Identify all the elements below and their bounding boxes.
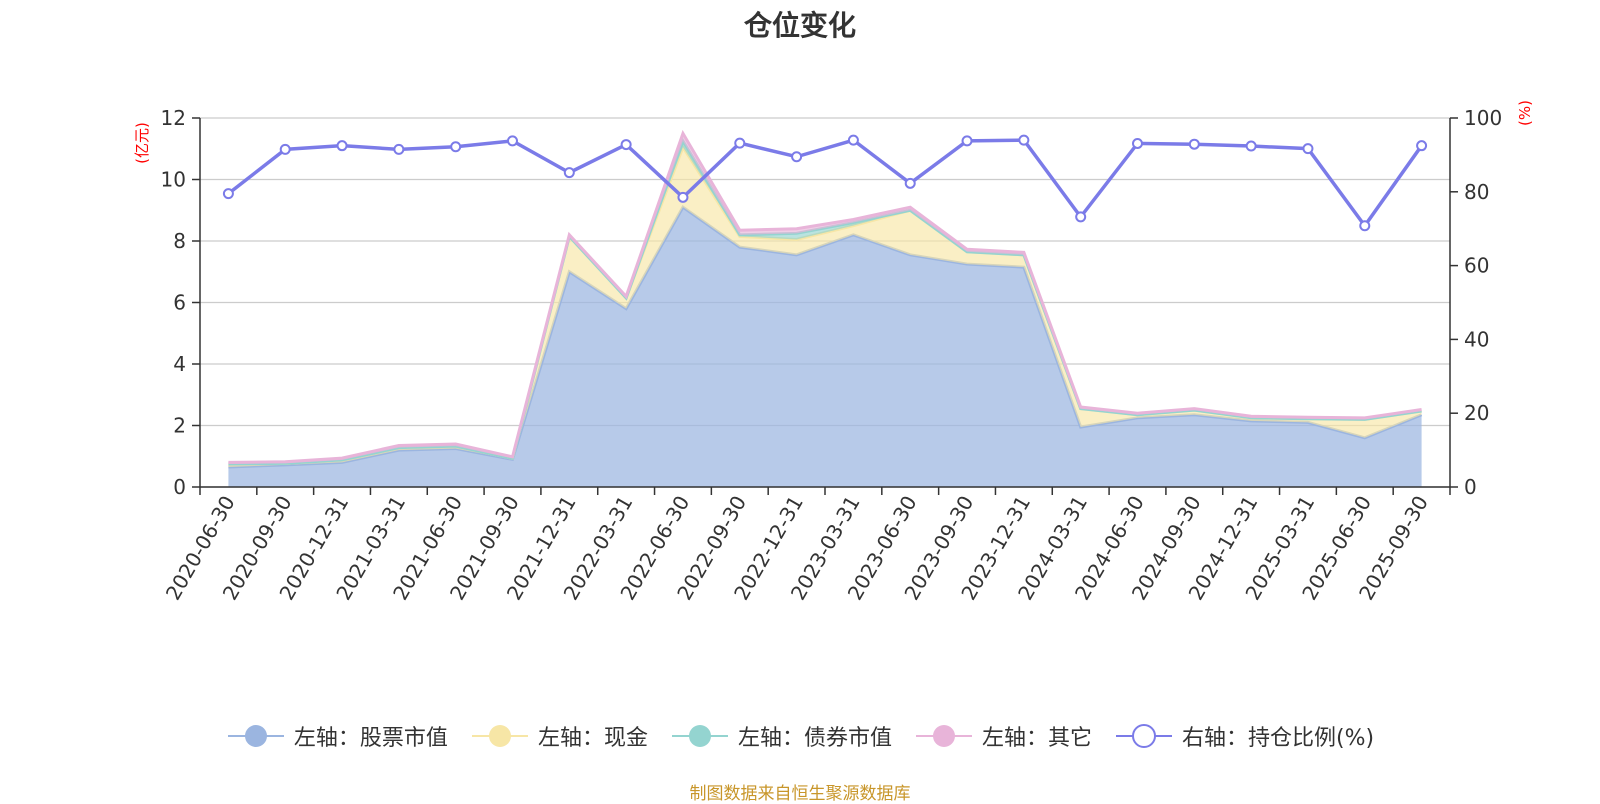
legend-marker-icon — [471, 725, 528, 747]
left-axis-tick-label: 10 — [161, 168, 186, 192]
legend-label: 左轴：债券市值 — [737, 726, 892, 751]
right-axis-tick-label: 40 — [1464, 327, 1489, 351]
ratio-point — [1188, 138, 1200, 150]
ratio-point — [1245, 140, 1257, 152]
right-axis-tick-label: 100 — [1464, 106, 1502, 130]
chart-title: 仓位变化 — [743, 9, 856, 42]
left-axis-tick-label: 12 — [161, 106, 186, 130]
left-axis-tick-label: 6 — [173, 291, 186, 315]
legend-marker-icon — [671, 725, 728, 747]
area-line-series-4 — [228, 129, 1422, 464]
left-axis-tick-label: 2 — [173, 414, 186, 438]
ratio-point — [1018, 134, 1030, 146]
right-axis-tick-label: 80 — [1464, 180, 1489, 204]
ratio-point — [1416, 140, 1428, 152]
ratio-point — [563, 167, 575, 179]
ratio-point — [336, 140, 348, 152]
legend-item[interactable]: 左轴：股票市值 — [226, 720, 448, 752]
left-axis-unit: (亿元) — [133, 122, 151, 164]
ratio-point — [677, 191, 689, 203]
ratio-point — [222, 188, 234, 200]
right-axis-tick-label: 0 — [1464, 475, 1477, 499]
ratio-point — [1075, 211, 1087, 223]
ratio-point — [1359, 220, 1371, 232]
chart-plot: 0246810120204060801002020-06-302020-09-3… — [133, 100, 1534, 604]
ratio-point — [620, 139, 632, 151]
legend-item[interactable]: 右轴：持仓比例(%) — [1114, 720, 1374, 752]
ratio-point — [791, 151, 803, 163]
legend-marker-icon — [1115, 724, 1172, 748]
legend-label: 左轴：其它 — [981, 726, 1092, 751]
ratio-point — [393, 143, 405, 155]
legend-label: 左轴：现金 — [537, 726, 648, 751]
ratio-point — [961, 135, 973, 147]
ratio-point — [847, 134, 859, 146]
ratio-line — [227, 138, 1424, 229]
legend-marker-icon — [227, 725, 284, 747]
ratio-point — [450, 141, 462, 153]
chart-legend: 左轴：股票市值 左轴：现金 左轴：债券市值 左轴：其它 右轴：持仓比例(%) — [0, 720, 1600, 752]
ratio-point — [734, 137, 746, 149]
legend-label: 左轴：股票市值 — [293, 726, 448, 751]
legend-item[interactable]: 左轴：现金 — [470, 720, 648, 752]
left-axis-tick-label: 0 — [173, 475, 186, 499]
right-axis-unit: (%) — [1516, 100, 1534, 126]
legend-item[interactable]: 左轴：其它 — [914, 720, 1092, 752]
legend-marker-icon — [915, 725, 972, 747]
ratio-point — [1132, 137, 1143, 149]
legend-item[interactable]: 左轴：债券市值 — [670, 720, 892, 752]
legend-label: 右轴：持仓比例(%) — [1181, 726, 1375, 751]
left-axis-tick-label: 4 — [173, 352, 186, 376]
source-footer: 制图数据来自恒生聚源数据库 — [689, 784, 911, 804]
right-axis-tick-label: 20 — [1464, 401, 1489, 425]
left-axis-tick-label: 8 — [173, 229, 186, 253]
ratio-point — [904, 177, 916, 189]
ratio-point — [507, 135, 518, 147]
ratio-point — [1302, 143, 1314, 155]
ratio-point — [279, 143, 291, 155]
right-axis-tick-label: 60 — [1464, 254, 1489, 278]
